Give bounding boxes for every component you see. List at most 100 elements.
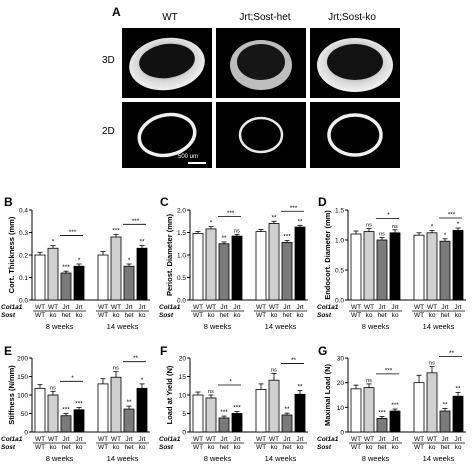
- panel-label-e: E: [4, 344, 12, 358]
- genotype-sost-label: ko: [76, 312, 83, 319]
- genotype-sost-label: het: [282, 444, 291, 451]
- comparison-significance: *: [71, 375, 74, 382]
- age-group-label: 14 weeks: [423, 454, 455, 463]
- bar: [426, 232, 438, 301]
- genotype-col1a1-label: WT: [414, 304, 424, 311]
- significance-label: *: [78, 257, 81, 264]
- significance-label: *: [210, 220, 213, 227]
- significance-label: ns: [271, 368, 277, 374]
- bar: [255, 231, 267, 301]
- genotype-row-name-sost: Sost: [159, 312, 174, 319]
- genotype-col1a1-label: Jrt: [138, 304, 145, 311]
- y-axis-label: Maximal Load (N): [323, 363, 332, 426]
- bar: [281, 241, 293, 301]
- genotype-col1a1-label: WT: [269, 304, 279, 311]
- bar: [255, 389, 267, 433]
- significance-label: ns: [50, 385, 56, 391]
- genotype-col1a1-label: Jrt: [391, 436, 398, 443]
- genotype-sost-label: ko: [234, 312, 241, 319]
- bar: [452, 395, 464, 433]
- genotype-row-name-col1a1: Col1a1: [1, 304, 23, 311]
- panel-label-a: A: [112, 5, 121, 19]
- genotype-sost-label: het: [440, 312, 449, 319]
- bar: [47, 247, 59, 301]
- age-group-label: 8 weeks: [362, 322, 390, 331]
- bone-2d-section-icon: [327, 113, 383, 157]
- bar: [73, 409, 85, 433]
- genotype-sost-label: WT: [98, 444, 108, 451]
- y-tick-label: 50: [21, 411, 29, 418]
- significance-label: ns: [379, 232, 385, 238]
- age-group-label: 8 weeks: [46, 322, 74, 331]
- genotype-col1a1-label: Jrt: [125, 304, 132, 311]
- significance-label: ***: [75, 401, 83, 408]
- row-label-3d: 3D: [102, 55, 115, 66]
- y-tick-label: 0.0: [19, 298, 28, 305]
- panel-label-f: F: [160, 344, 167, 358]
- genotype-col1a1-label: Jrt: [125, 436, 132, 443]
- significance-label: **: [139, 239, 145, 246]
- micrograph-2d-het: [216, 102, 306, 168]
- genotype-sost-label: ko: [271, 444, 278, 451]
- genotype-col1a1-label: WT: [35, 304, 45, 311]
- genotype-col1a1-label: Jrt: [220, 436, 227, 443]
- genotype-col1a1-label: WT: [427, 436, 437, 443]
- y-tick-label: 2.0: [177, 208, 186, 215]
- genotype-sost-label: ko: [429, 444, 436, 451]
- genotype-sost-label: WT: [414, 312, 424, 319]
- significance-label: *: [444, 232, 447, 239]
- genotype-col1a1-label: Jrt: [220, 304, 227, 311]
- genotype-row-name-sost: Sost: [1, 444, 16, 451]
- genotype-sost-label: ko: [392, 312, 399, 319]
- significance-label: ***: [233, 405, 241, 412]
- genotype-row-name-col1a1: Col1a1: [317, 436, 339, 443]
- genotype-row-name-col1a1: Col1a1: [159, 436, 181, 443]
- genotype-sost-label: ko: [429, 312, 436, 319]
- y-tick-label: 150: [17, 374, 28, 381]
- micrograph-2d-ko: [310, 102, 400, 168]
- comparison-significance: *: [387, 212, 390, 219]
- row-label-2d: 2D: [102, 126, 115, 137]
- bone-3d-ring-icon: [317, 38, 393, 92]
- genotype-col1a1-label: Jrt: [296, 436, 303, 443]
- genotype-col1a1-label: WT: [351, 436, 361, 443]
- age-group-label: 8 weeks: [362, 454, 390, 463]
- genotype-col1a1-label: Jrt: [454, 304, 461, 311]
- age-group-label: 14 weeks: [107, 454, 139, 463]
- y-tick-label: 5: [182, 411, 186, 418]
- y-tick-label: 1.5: [335, 208, 344, 215]
- genotype-col1a1-label: WT: [98, 436, 108, 443]
- bar: [413, 234, 425, 301]
- genotype-sost-label: ko: [297, 444, 304, 451]
- genotype-col1a1-label: Jrt: [378, 304, 385, 311]
- bar: [123, 265, 135, 301]
- genotype-sost-label: ko: [113, 444, 120, 451]
- micrograph-2d-wt: [122, 102, 212, 168]
- y-tick-label: 0.1: [19, 275, 28, 282]
- bar: [294, 393, 306, 433]
- panel-label-b: B: [4, 195, 13, 209]
- genotype-sost-label: ko: [271, 312, 278, 319]
- bar: [350, 233, 362, 301]
- y-tick-label: 1.0: [177, 253, 186, 260]
- bone-2d-section-icon: [238, 116, 284, 154]
- y-axis-label: Cort. Thickness (mm): [7, 216, 16, 293]
- genotype-col1a1-label: WT: [351, 304, 361, 311]
- bar: [34, 387, 46, 433]
- y-axis-label: Endocort. Diameter (mm): [323, 210, 332, 300]
- genotype-sost-label: het: [377, 312, 386, 319]
- genotype-col1a1-label: Jrt: [441, 436, 448, 443]
- genotype-sost-label: het: [61, 444, 70, 451]
- bar: [452, 229, 464, 301]
- genotype-col1a1-label: WT: [256, 436, 266, 443]
- genotype-sost-label: ko: [76, 444, 83, 451]
- bar: [97, 254, 109, 301]
- genotype-col1a1-label: Jrt: [296, 304, 303, 311]
- y-tick-label: 0.0: [335, 298, 344, 305]
- bar: [413, 382, 425, 433]
- genotype-col1a1-label: WT: [364, 436, 374, 443]
- significance-label: *: [457, 221, 460, 228]
- genotype-sost-label: ko: [208, 312, 215, 319]
- significance-label: *: [52, 239, 55, 246]
- y-tick-label: 0.3: [19, 230, 28, 237]
